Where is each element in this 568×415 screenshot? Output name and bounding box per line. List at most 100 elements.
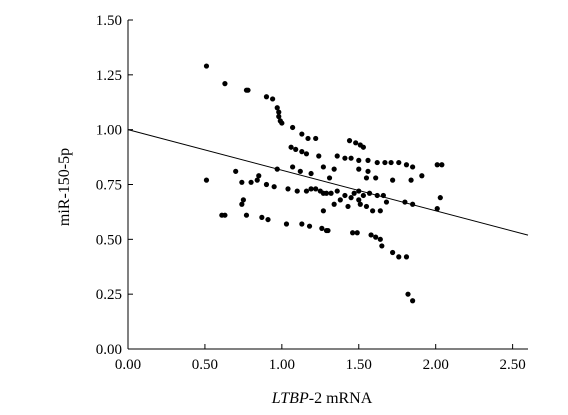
data-point	[323, 190, 330, 196]
data-point	[350, 230, 356, 236]
data-point	[360, 192, 366, 199]
data-point	[279, 120, 285, 126]
data-point	[256, 173, 262, 179]
data-point	[365, 168, 371, 174]
x-tick-label: 0.00	[115, 357, 141, 373]
trend-line	[127, 129, 529, 236]
data-point	[354, 230, 360, 236]
data-point	[377, 208, 383, 214]
x-tick-label: 2.00	[423, 357, 449, 373]
x-tick-label: 1.50	[346, 357, 372, 373]
data-point	[259, 214, 265, 220]
data-point	[337, 197, 343, 203]
y-tick-label: 1.50	[96, 13, 122, 29]
data-point	[305, 135, 311, 142]
data-point	[373, 175, 379, 181]
data-point	[320, 164, 326, 170]
data-point	[405, 291, 411, 297]
data-point	[410, 164, 416, 170]
data-point	[203, 177, 210, 183]
data-point	[346, 138, 353, 144]
data-point	[402, 199, 408, 205]
data-point	[243, 212, 250, 218]
data-point	[403, 254, 410, 260]
data-point	[306, 223, 313, 229]
data-point	[263, 181, 270, 188]
data-point	[274, 166, 280, 172]
data-point	[293, 146, 299, 153]
data-point	[368, 232, 374, 238]
data-point	[203, 63, 210, 69]
data-point	[363, 203, 370, 210]
data-point	[313, 135, 319, 142]
x-axis-title-rest: -2 mRNA	[309, 390, 373, 407]
y-tick-label: 1.25	[96, 68, 122, 84]
data-point	[379, 243, 385, 249]
data-point	[351, 190, 357, 196]
data-point	[313, 186, 319, 192]
data-point	[374, 159, 380, 166]
data-point	[434, 206, 440, 212]
data-point	[382, 159, 388, 166]
data-point	[325, 227, 331, 234]
data-point	[248, 179, 254, 185]
data-point	[334, 153, 340, 159]
data-point	[434, 162, 440, 168]
data-point	[299, 221, 305, 227]
axes	[127, 20, 528, 350]
data-point	[366, 190, 373, 196]
y-tick-label: 0.25	[96, 287, 122, 303]
y-tick-label: 1.00	[96, 123, 122, 139]
data-point	[403, 162, 410, 168]
data-point	[303, 151, 310, 157]
data-point	[328, 190, 334, 196]
data-point	[290, 164, 296, 170]
data-point	[410, 298, 416, 304]
data-point	[320, 208, 326, 214]
data-point	[383, 199, 390, 205]
x-ticks: 0.00 0.50 1.00 1.50 2.00 2.50	[115, 344, 526, 373]
y-axis-title: miR-150-5p	[56, 148, 73, 226]
data-point	[303, 188, 310, 194]
data-point	[326, 175, 333, 181]
data-point	[331, 201, 337, 207]
data-point	[374, 192, 380, 199]
data-point	[373, 234, 379, 240]
data-point	[388, 159, 394, 166]
data-point	[233, 168, 239, 174]
y-tick-label: 0.50	[96, 232, 122, 248]
data-point	[308, 186, 314, 192]
data-point	[299, 131, 305, 137]
data-point	[363, 175, 370, 181]
x-axis-title-italic: LTBP	[271, 390, 309, 407]
data-point	[263, 94, 270, 100]
data-point	[377, 236, 383, 242]
data-point	[254, 177, 260, 183]
x-axis-title: LTBP-2 mRNA	[271, 390, 373, 407]
data-point	[239, 179, 245, 185]
data-point	[276, 109, 282, 115]
data-point	[348, 155, 354, 161]
data-point	[353, 140, 359, 146]
data-point	[356, 166, 362, 172]
data-point	[365, 157, 371, 163]
data-point	[342, 192, 348, 199]
data-point	[380, 192, 386, 199]
y-tick-label: 0.00	[96, 342, 122, 358]
data-point	[316, 153, 322, 159]
data-point	[348, 195, 354, 201]
data-point	[390, 249, 396, 256]
data-point	[271, 184, 277, 190]
data-point	[285, 186, 291, 192]
data-point	[356, 157, 362, 163]
data-point	[357, 201, 363, 207]
data-point	[239, 201, 245, 207]
data-point	[240, 197, 246, 203]
data-point	[222, 81, 228, 87]
data-point	[390, 177, 396, 183]
data-point	[276, 113, 282, 120]
data-point	[396, 159, 402, 166]
data-point	[360, 144, 366, 150]
x-tick-label: 2.50	[499, 357, 525, 373]
